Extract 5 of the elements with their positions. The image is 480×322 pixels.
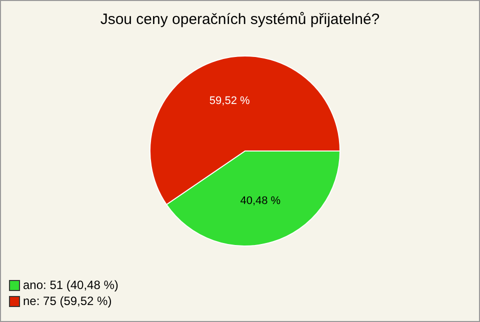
data-label: 40,48 % <box>240 194 281 207</box>
legend-label: ne: 75 (59,52 %) <box>23 293 112 309</box>
chart-title: Jsou ceny operačních systémů přijatelné? <box>99 11 381 28</box>
data-label: 59,52 % <box>209 95 250 108</box>
legend-label: ano: 51 (40,48 %) <box>23 277 118 293</box>
